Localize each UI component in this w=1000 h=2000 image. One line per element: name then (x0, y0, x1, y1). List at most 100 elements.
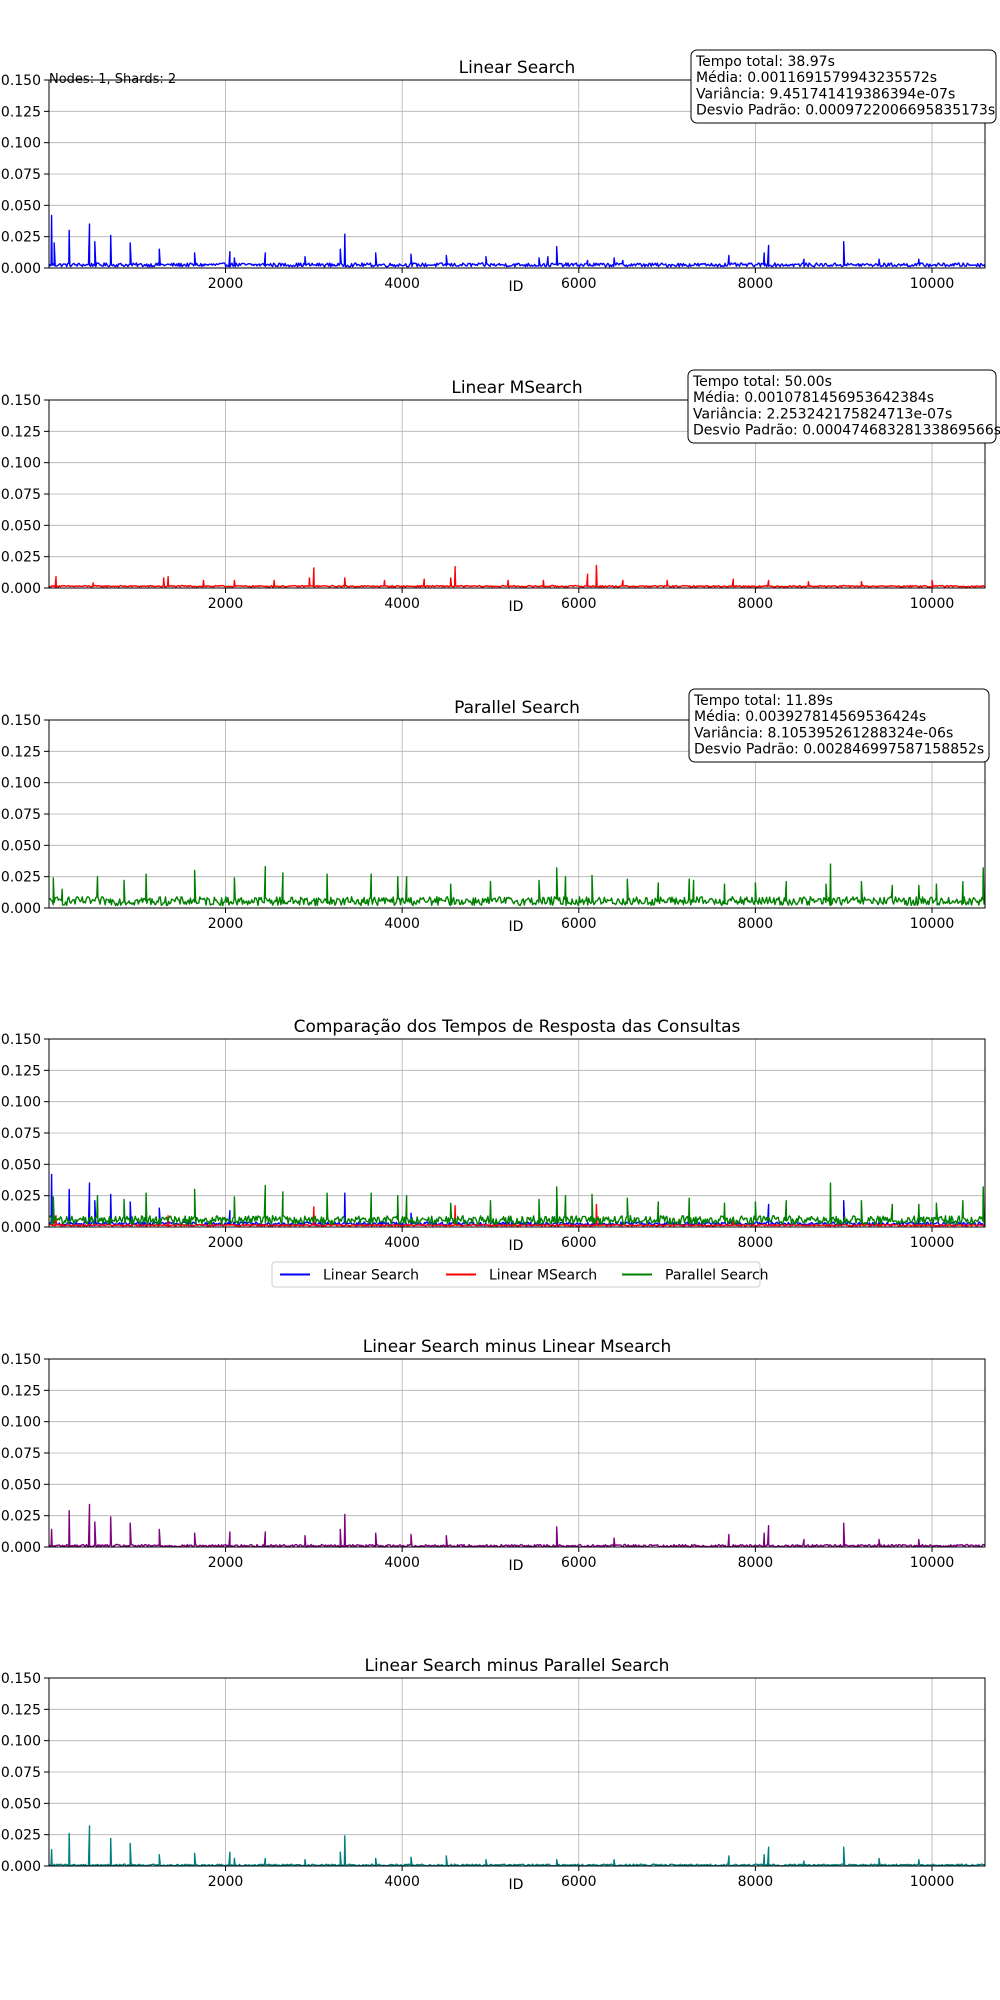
stats-box-frame (687, 369, 997, 444)
x-tick-label: 10000 (910, 916, 955, 932)
x-tick-label: 6000 (561, 1235, 597, 1251)
y-tick-label: 0.000 (1, 1859, 41, 1875)
x-tick-label: 6000 (561, 276, 597, 292)
x-axis-label: ID (509, 279, 524, 295)
series-line (48, 214, 986, 268)
stats-line: Tempo total: 50.00s (692, 374, 832, 390)
x-tick-label: 6000 (561, 596, 597, 612)
y-tick-label: 0.125 (1, 1063, 41, 1079)
stats-line: Variância: 2.253242175824713e-07s (693, 406, 952, 422)
y-tick-label: 0.150 (1, 1032, 41, 1048)
chart-title: Parallel Search (454, 698, 580, 718)
y-tick-label: 0.150 (1, 1352, 41, 1368)
stats-line: Desvio Padrão: 0.0004746832813386956​6s (693, 423, 1000, 439)
y-tick-label: 0.100 (1, 776, 41, 792)
series-line (48, 1203, 986, 1227)
x-tick-label: 2000 (208, 276, 244, 292)
stats-box-frame (690, 49, 997, 124)
y-tick-label: 0.125 (1, 104, 41, 120)
y-tick-label: 0.000 (1, 901, 41, 917)
x-tick-label: 4000 (384, 1555, 420, 1571)
x-tick-label: 4000 (384, 1235, 420, 1251)
y-tick-label: 0.075 (1, 807, 41, 823)
x-tick-label: 4000 (384, 596, 420, 612)
x-tick-label: 2000 (208, 596, 244, 612)
x-tick-label: 2000 (208, 916, 244, 932)
y-tick-label: 0.075 (1, 1765, 41, 1781)
y-tick-label: 0.100 (1, 1734, 41, 1750)
y-tick-label: 0.025 (1, 1189, 41, 1205)
chart-3: 2000 4000 6000 8000 10000 0.000 0.025 0.050 0.07… (1, 688, 990, 935)
stats-line: Média: 0.0010781456953642384s (693, 390, 934, 406)
chart-title: Linear MSearch (451, 378, 582, 398)
x-tick-label: 2000 (208, 1555, 244, 1571)
chart-6: 2000 4000 6000 8000 10000 0.000 0.025 0.050 0.07… (1, 1656, 986, 1893)
x-axis-label: ID (509, 919, 524, 935)
x-tick-label: 2000 (208, 1235, 244, 1251)
chart-title: Linear Search minus Parallel Search (365, 1656, 670, 1676)
y-tick-label: 0.050 (1, 1477, 41, 1493)
y-tick-label: 0.075 (1, 487, 41, 503)
x-tick-label: 8000 (738, 1874, 774, 1890)
y-tick-label: 0.050 (1, 1157, 41, 1173)
series-line (48, 564, 986, 588)
chart-title: Comparação dos Tempos de Resposta das Co… (294, 1017, 741, 1037)
y-tick-label: 0.100 (1, 1415, 41, 1431)
x-tick-label: 4000 (384, 276, 420, 292)
x-tick-label: 8000 (738, 596, 774, 612)
y-tick-label: 0.000 (1, 581, 41, 597)
x-axis-label: ID (509, 599, 524, 615)
chart-1: 2000 4000 6000 8000 10000 0.000 0.025 0.050 0.07… (1, 49, 997, 295)
stats-line: Tempo total: 38.97s (695, 54, 835, 70)
y-tick-label: 0.050 (1, 518, 41, 534)
x-tick-label: 8000 (738, 1555, 774, 1571)
stats-line: Tempo total: 11.89s (693, 693, 833, 709)
stats-line: Variância: 8.105395261288324e-06s (694, 725, 953, 741)
stats-line: Desvio Padrão: 0.0009722006695835173s (696, 103, 995, 119)
y-tick-label: 0.100 (1, 1095, 41, 1111)
stats-line: Média: 0.003927814569536424s (694, 709, 926, 725)
series-line (48, 863, 986, 907)
x-axis-label: ID (509, 1877, 524, 1893)
y-tick-label: 0.025 (1, 230, 41, 246)
y-tick-label: 0.125 (1, 744, 41, 760)
y-tick-label: 0.050 (1, 198, 41, 214)
x-tick-label: 6000 (561, 916, 597, 932)
legend-frame (271, 1261, 761, 1288)
x-tick-label: 10000 (910, 1555, 955, 1571)
y-tick-label: 0.150 (1, 393, 41, 409)
x-tick-label: 10000 (910, 596, 955, 612)
x-axis-label: ID (509, 1238, 524, 1254)
y-tick-label: 0.125 (1, 424, 41, 440)
chart-2: 2000 4000 6000 8000 10000 0.000 0.025 0.050 0.07… (1, 369, 1000, 615)
x-tick-label: 6000 (561, 1874, 597, 1890)
y-tick-label: 0.025 (1, 1828, 41, 1844)
y-tick-label: 0.075 (1, 167, 41, 183)
y-tick-label: 0.000 (1, 1220, 41, 1236)
y-tick-label: 0.075 (1, 1446, 41, 1462)
y-tick-label: 0.075 (1, 1126, 41, 1142)
chart-title: Linear Search (459, 58, 576, 78)
x-tick-label: 8000 (738, 1235, 774, 1251)
series-line (48, 1825, 986, 1867)
y-tick-label: 0.100 (1, 136, 41, 152)
chart-4: 2000 4000 6000 8000 10000 0.000 0.025 0.050 0.07… (1, 1017, 986, 1288)
y-tick-label: 0.025 (1, 870, 41, 886)
y-tick-label: 0.125 (1, 1702, 41, 1718)
y-tick-label: 0.150 (1, 73, 41, 89)
legend: Linear Search Linear MSearch Parallel Sear… (271, 1261, 769, 1288)
y-tick-label: 0.050 (1, 1796, 41, 1812)
legend-label: Linear MSearch (489, 1268, 597, 1284)
x-tick-label: 10000 (910, 1235, 955, 1251)
chart-5: 2000 4000 6000 8000 10000 0.000 0.025 0.050 0.07… (1, 1337, 986, 1574)
x-tick-label: 8000 (738, 276, 774, 292)
y-tick-label: 0.050 (1, 838, 41, 854)
y-tick-label: 0.125 (1, 1383, 41, 1399)
series-line (48, 1182, 986, 1226)
x-tick-label: 6000 (561, 1555, 597, 1571)
chart-title: Linear Search minus Linear Msearch (363, 1337, 672, 1357)
y-tick-label: 0.000 (1, 261, 41, 277)
x-axis-label: ID (509, 1558, 524, 1574)
